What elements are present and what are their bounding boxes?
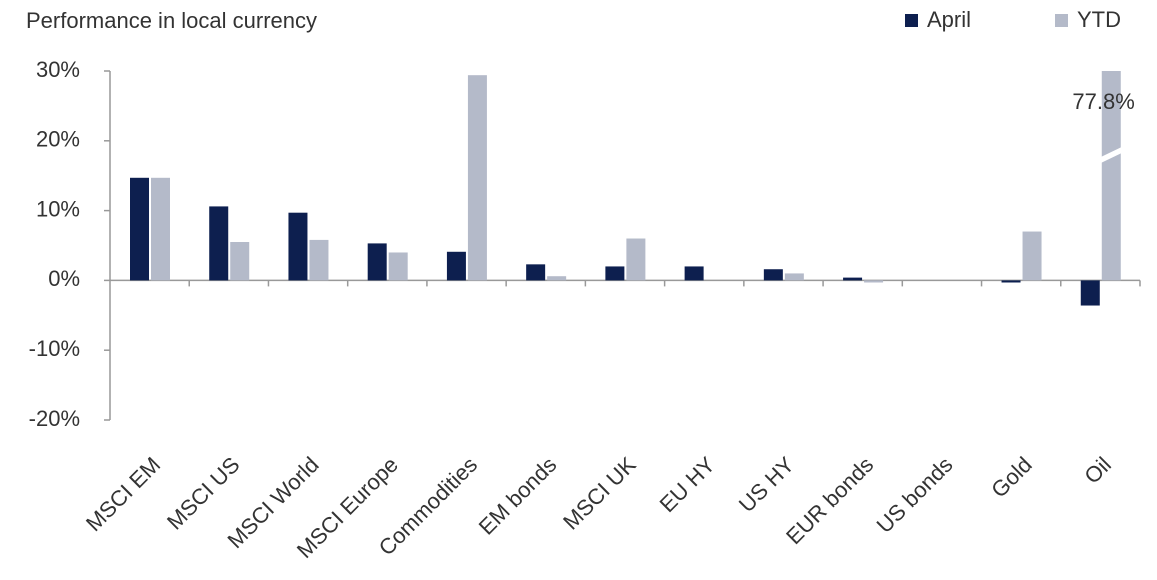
legend-label: April [927, 7, 971, 32]
bar [864, 280, 884, 283]
y-tick-label: 10% [36, 196, 80, 221]
bar [130, 177, 149, 281]
bar [388, 252, 408, 281]
bar [151, 177, 170, 281]
bar [547, 276, 567, 281]
bar [784, 273, 804, 281]
x-tick-label: Oil [1079, 452, 1116, 489]
bar [446, 251, 466, 281]
y-tick-label: 0% [48, 266, 80, 291]
bar [230, 242, 250, 281]
legend-swatch [1055, 14, 1068, 27]
axis-break [1098, 146, 1124, 164]
y-tick-label: 20% [36, 127, 80, 152]
bar [1080, 280, 1100, 306]
y-tick-label: 30% [36, 57, 80, 82]
bar [626, 238, 646, 281]
x-tick-label: EM bonds [474, 452, 562, 540]
bar [763, 269, 783, 281]
x-tick-label: MSCI US [162, 452, 245, 535]
y-tick-label: -10% [29, 336, 80, 361]
legend-label: YTD [1077, 7, 1121, 32]
bar [605, 266, 625, 281]
plot-area [130, 71, 1121, 306]
bar [467, 75, 487, 281]
x-tick-label: Gold [986, 452, 1037, 503]
bar [843, 277, 863, 281]
x-tick-label: EU HY [655, 452, 720, 517]
chart-title: Performance in local currency [26, 8, 317, 33]
legend-swatch [905, 14, 918, 27]
bar [309, 239, 329, 281]
bar [209, 206, 229, 281]
bar [1022, 231, 1042, 281]
x-tick-label: MSCI EM [81, 452, 165, 536]
bar [367, 243, 387, 281]
bar [684, 266, 704, 281]
x-tick-label: US bonds [872, 452, 958, 538]
bar [1001, 280, 1021, 283]
y-tick-label: -20% [29, 406, 80, 431]
bar [1101, 71, 1121, 281]
value-label: 77.8% [1072, 89, 1134, 114]
x-tick-label: US HY [734, 452, 799, 517]
x-tick-label: MSCI UK [558, 452, 641, 535]
bar [288, 212, 308, 281]
bar [526, 264, 546, 281]
